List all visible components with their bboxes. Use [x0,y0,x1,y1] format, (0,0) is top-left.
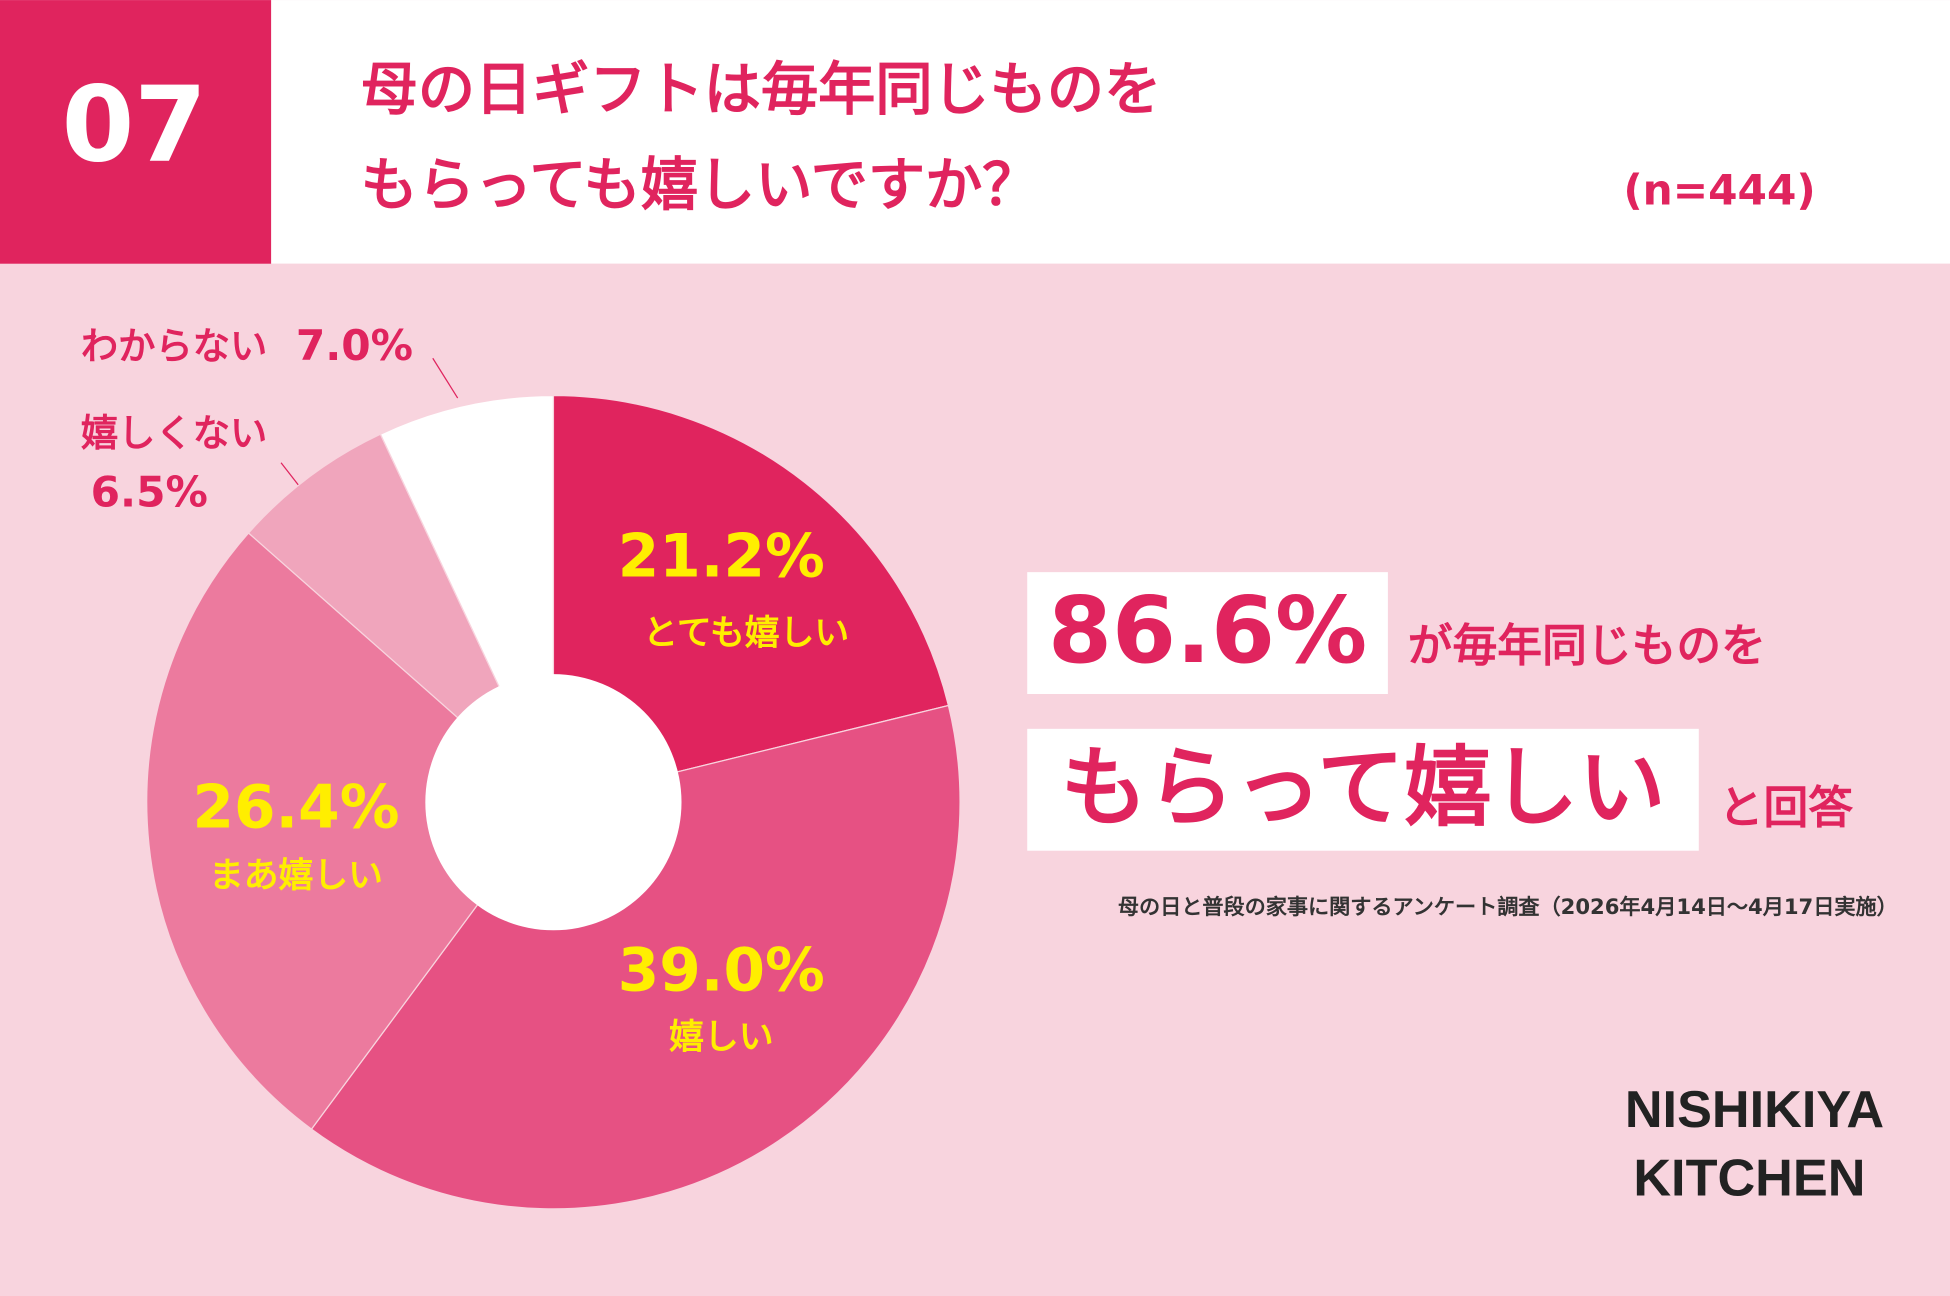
brand: NISHIKIYA [1625,1081,1884,1139]
highlight-box [1027,572,1388,695]
value-label: 6.5% [91,468,208,517]
pie-slice [146,532,555,1130]
category-label: 嬉しい [669,1017,773,1057]
title: もらっても嬉しいですか？ [361,153,1040,219]
category-label: 嬉しくない [81,411,267,455]
headline-figure: 86.6% [1048,577,1367,684]
value-label: 21.2% [618,522,825,591]
pie-slice [310,704,961,1210]
headline-text: が毎年同じものを [1408,619,1766,672]
value-label: 26.4% [192,774,399,843]
sample-size: (n=444) [1623,165,1815,214]
number-box [0,0,272,264]
highlight-box [1027,728,1699,851]
pie-slice [552,394,950,804]
category-label: とても嬉しい [643,613,849,653]
category-label: わからない [81,324,267,368]
title: 母の日ギフトは毎年同じものを [361,57,1162,123]
leader-line [280,462,299,486]
header-bg [0,0,1950,264]
value-label: 39.0% [618,936,825,1005]
headline-text: と回答 [1719,781,1854,834]
leader-line [432,357,459,399]
number: 07 [62,64,207,186]
source-note: 母の日と普段の家事に関するアンケート調査（2026年4月14日〜4月17日実施） [1118,894,1898,919]
brand: KITCHEN [1633,1149,1865,1207]
value-label: 7.0% [296,321,413,370]
donut-hole [425,674,682,931]
headline-highlight: もらって嬉しい [1061,736,1666,838]
category-label: まあ嬉しい [209,856,383,896]
